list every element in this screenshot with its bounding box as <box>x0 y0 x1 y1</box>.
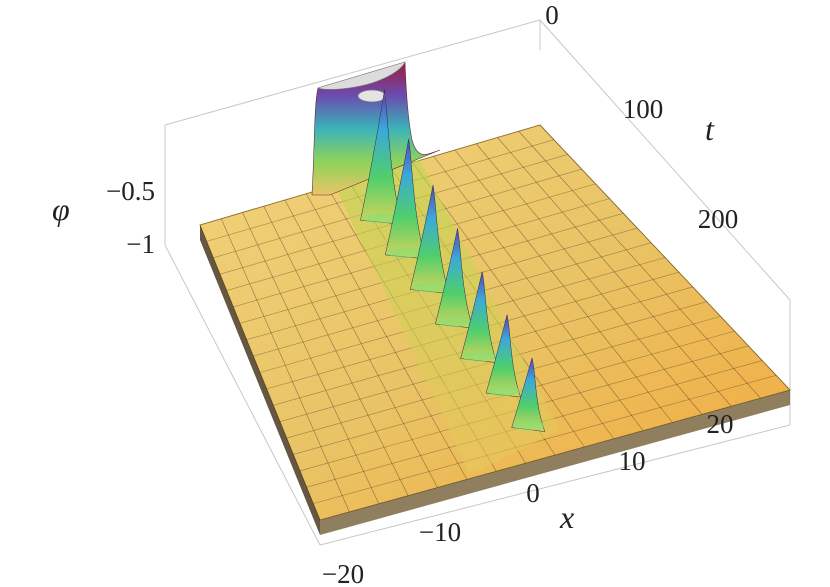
peak-base-glow <box>362 213 402 224</box>
z-tick-label: −1 <box>126 229 155 259</box>
soliton-peak <box>435 228 473 329</box>
mesh-line-x <box>199 224 321 521</box>
t-tick-label: 200 <box>698 204 739 234</box>
x-tick-label: −10 <box>419 517 461 547</box>
surface-front-skirt <box>320 390 790 535</box>
mesh-line-x <box>242 212 380 504</box>
mesh-line-t <box>313 374 777 504</box>
soliton-peak <box>460 271 497 363</box>
mesh-line-x <box>539 124 791 391</box>
peak-base-glow <box>462 351 497 362</box>
box-front-left-edge <box>164 244 321 546</box>
bounding-box <box>164 19 791 546</box>
soliton-peak <box>384 138 426 260</box>
peak-base-glow <box>411 282 449 293</box>
peak-base-glow <box>436 317 473 328</box>
surface-left-skirt <box>200 225 320 535</box>
mesh-line-x <box>305 193 468 480</box>
box-front-bottom-edge <box>319 424 791 546</box>
soliton-peak <box>360 89 403 225</box>
t-axis-label: t <box>705 111 715 147</box>
x-tick-label: 10 <box>619 446 646 476</box>
x-tick-label: 0 <box>526 478 540 508</box>
x-tick-label: −20 <box>322 559 364 587</box>
soliton-peaks <box>360 89 546 432</box>
mesh-line-x <box>263 206 409 496</box>
x-axis-label: x <box>559 499 574 535</box>
mesh-line-t <box>319 389 791 521</box>
soliton-peak <box>511 357 546 432</box>
mesh-line-x <box>284 199 438 488</box>
mesh-line-x <box>433 156 644 431</box>
peak-base-glow <box>487 386 521 397</box>
t-tick-label: 100 <box>623 94 664 124</box>
peak-base-glow <box>513 420 545 431</box>
mesh-line-x <box>497 137 732 407</box>
x-tick-label: 20 <box>707 409 734 439</box>
lump-clipped-top <box>316 61 406 90</box>
mesh-line-x <box>412 162 614 439</box>
mesh-line-x <box>476 143 703 415</box>
z-axis-label: φ <box>52 191 70 227</box>
z-tick-label: −0.5 <box>106 176 155 206</box>
t-tick-label: 0 <box>545 0 559 30</box>
soliton-peak <box>485 314 521 398</box>
mesh-line-x <box>454 149 673 423</box>
lump-clip-hole <box>357 89 387 103</box>
mesh-line-x <box>220 218 350 512</box>
peak-base-glow <box>387 247 426 258</box>
mesh-line-x <box>518 131 761 399</box>
soliton-peak <box>409 185 450 294</box>
